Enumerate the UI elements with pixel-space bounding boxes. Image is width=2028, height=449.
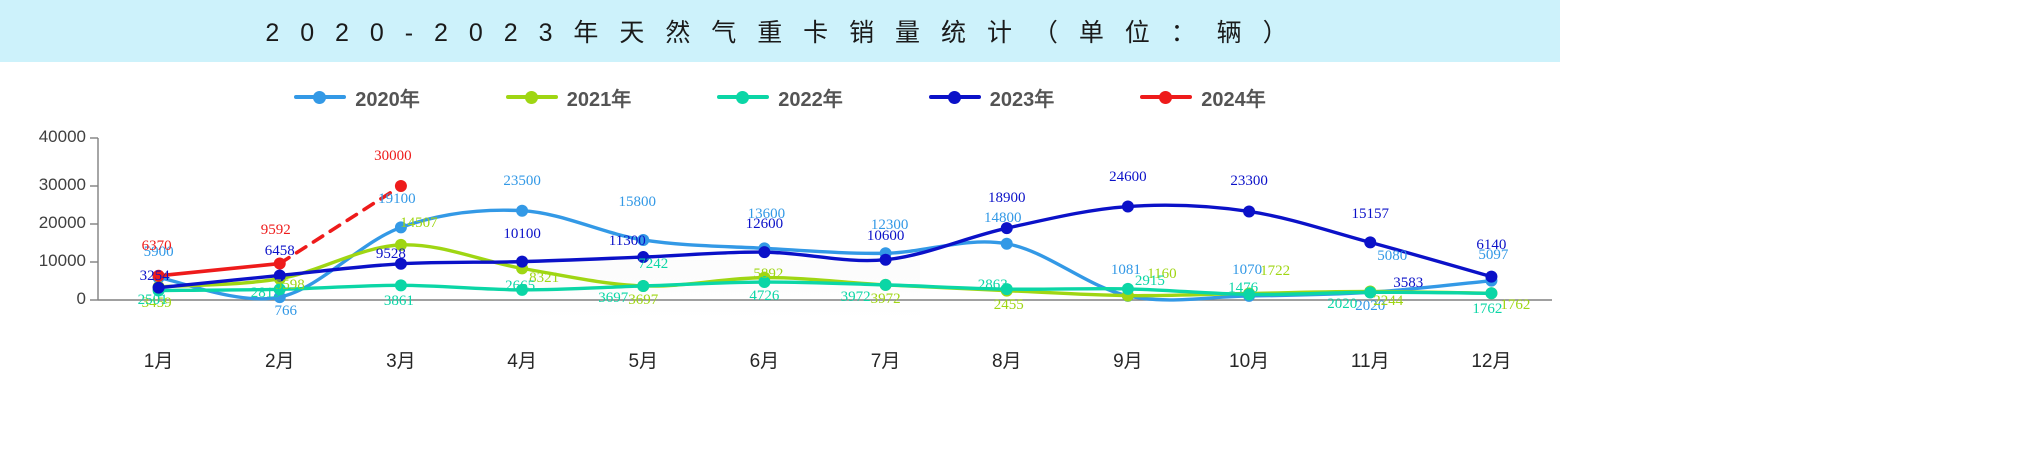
data-label: 1762 (1472, 301, 1503, 318)
legend-marker-2022-icon (717, 90, 770, 104)
legend-label-2022: 2022年 (778, 88, 843, 111)
data-label: 19100 (378, 191, 416, 208)
legend-item-2023[interactable]: 2023年 (928, 83, 1055, 112)
data-label: 2863 (977, 277, 1008, 294)
data-label-extra: 7242 (638, 255, 669, 272)
data-label: 10600 (866, 227, 905, 244)
data-label: 766 (274, 303, 298, 320)
data-label: 2915 (1134, 272, 1165, 289)
data-label: 14507 (400, 214, 438, 231)
data-label: 3697 (598, 289, 629, 306)
data-label: 1160 (1147, 265, 1177, 282)
x-tick-6: 6月 (749, 351, 780, 372)
data-label: 6458 (264, 243, 295, 260)
data-label: 3861 (383, 293, 414, 310)
data-label: 1722 (1260, 263, 1291, 280)
chart-title-bar: 2 0 2 0 - 2 0 2 3 年 天 然 气 重 卡 销 量 统 计 （ … (0, 0, 1560, 62)
data-label: 5900 (143, 243, 174, 260)
data-label: 5892 (753, 265, 784, 282)
data-label: 2819 (250, 285, 281, 302)
legend-marker-2021-icon (505, 90, 558, 104)
data-label: 13600 (747, 206, 786, 223)
data-label: 6370 (141, 237, 172, 254)
x-tick-10: 10月 (1229, 351, 1270, 372)
x-tick-3: 3月 (386, 351, 416, 372)
x-tick-4: 4月 (507, 351, 537, 372)
y-tick-20000: 20000 (38, 213, 86, 232)
data-label: 3697 (628, 291, 659, 308)
legend-label-2020: 2020年 (355, 88, 420, 111)
data-label: 12600 (745, 216, 784, 233)
chart-plot-area: 40000 30000 20000 10000 0 5900 766 19100 23500 1… (0, 120, 1560, 340)
data-label: 30000 (374, 148, 412, 164)
x-tick-1: 1月 (143, 351, 174, 372)
data-label: 15800 (618, 193, 657, 210)
y-tick-10000: 10000 (38, 251, 86, 270)
y-tick-40000: 40000 (38, 127, 86, 146)
data-label: 8321 (529, 270, 560, 287)
data-label: 24600 (1109, 168, 1147, 185)
x-tick-11: 11月 (1350, 351, 1390, 372)
x-tick-5: 5月 (628, 351, 659, 372)
x-tick-2: 2月 (264, 351, 295, 372)
legend-marker-2024-icon (1140, 90, 1193, 104)
chart-svg (90, 137, 1552, 304)
legend-item-2021[interactable]: 2021年 (505, 83, 632, 112)
y-tick-0: 0 (76, 289, 86, 308)
data-label: 5598 (274, 276, 305, 293)
data-label: 2020 (1327, 296, 1358, 313)
data-label: 2455 (993, 296, 1024, 313)
x-tick-8: 8月 (991, 351, 1022, 372)
data-label: 3972 (840, 288, 871, 305)
x-tick-7: 7月 (870, 351, 901, 372)
y-tick-30000: 30000 (38, 175, 86, 194)
data-label: 12300 (870, 217, 909, 234)
legend-item-2020[interactable]: 2020年 (294, 83, 420, 112)
data-label: 10100 (503, 225, 541, 242)
watermark-overlay (530, 260, 920, 320)
data-label: 4726 (749, 288, 780, 305)
data-label: 3254 (139, 267, 170, 284)
data-label: 23300 (1230, 173, 1268, 190)
legend-label-2021: 2021年 (566, 88, 632, 111)
legend-item-2024[interactable]: 2024年 (1140, 83, 1266, 112)
data-label: 1070 (1232, 261, 1263, 278)
data-label: 14800 (984, 209, 1022, 226)
data-label: 1081 (1110, 261, 1141, 278)
page-title: 2 0 2 0 - 2 0 2 3 年 天 然 气 重 卡 销 量 统 计 （ … (265, 19, 1295, 47)
data-label: 9528 (375, 245, 406, 262)
data-label: 3459 (141, 294, 172, 311)
data-label: 3972 (870, 290, 901, 307)
data-label: 23500 (503, 172, 541, 189)
data-label: 15157 (1351, 206, 1390, 223)
data-label: 9592 (260, 221, 291, 238)
data-label: 2665 (505, 277, 536, 294)
x-tick-12: 12月 (1471, 351, 1512, 372)
legend-label-2024: 2024年 (1201, 88, 1266, 111)
x-axis-labels: 1月 2月 3月 4月 5月 6月 7月 8月 9月 10月 11月 12月 (0, 340, 1560, 380)
chart-legend: 2020年 2021年 2022年 2023年 2024年 (0, 78, 1560, 116)
legend-marker-2020-icon (294, 90, 347, 104)
data-label: 1762 (1500, 297, 1531, 314)
x-tick-9: 9月 (1113, 351, 1143, 372)
data-label: 11300 (608, 233, 646, 250)
legend-marker-2023-icon (928, 90, 981, 104)
data-label: 2244 (1373, 293, 1404, 310)
data-label: 2020 (1355, 298, 1386, 315)
data-label: 18900 (988, 190, 1026, 207)
data-label-extra: 3583 (1393, 274, 1424, 291)
data-label: 2501 (137, 292, 168, 309)
data-label-extra: 5080 (1377, 248, 1408, 265)
data-label: 1476 (1228, 280, 1259, 297)
legend-label-2023: 2023年 (989, 88, 1055, 111)
legend-item-2022[interactable]: 2022年 (717, 83, 843, 112)
data-label: 6140 (1476, 236, 1507, 253)
data-label: 5097 (1478, 246, 1509, 263)
